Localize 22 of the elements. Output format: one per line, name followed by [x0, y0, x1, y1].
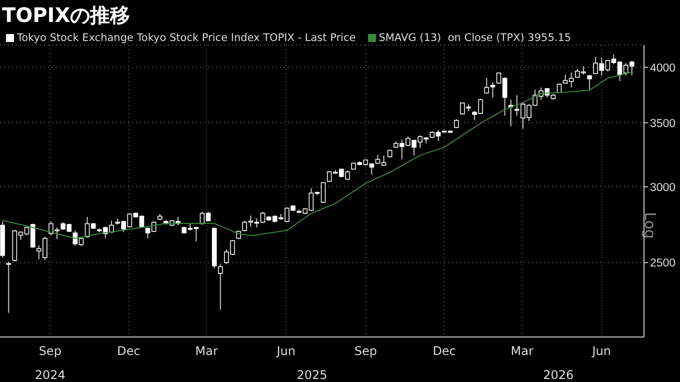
candlestick: [6, 261, 12, 314]
y-tick-label: 3000: [650, 182, 676, 194]
x-tick-label: Sep: [354, 344, 377, 358]
x-tick-label: Jun: [276, 344, 296, 358]
legend-label: Tokyo Stock Exchange Tokyo Stock Price Index TOPIX - Last Price: [16, 32, 356, 44]
legend-label: SMAVG (13) on Close (TPX) 3955.15: [378, 32, 572, 44]
x-tick-label: Mar: [510, 344, 534, 358]
x2-tick-label: 2026: [543, 368, 574, 382]
x-tick-label: Mar: [195, 344, 218, 358]
chart-title: TOPIXの推移: [2, 2, 130, 29]
candlestick: [218, 264, 223, 310]
y-axis-title: Log: [641, 212, 659, 239]
y-tick-label: 4000: [650, 62, 676, 74]
x2-tick-label: 2024: [34, 368, 66, 382]
candlestick: [587, 74, 592, 90]
y-tick-label: 3500: [650, 118, 676, 130]
y-tick-label: 2500: [650, 258, 676, 270]
x-tick-label: Jun: [591, 344, 612, 358]
x2-tick-label: 2025: [296, 368, 328, 382]
x-tick-label: Dec: [117, 344, 140, 358]
x-tick-label: Dec: [432, 344, 456, 358]
x-tick-label: Sep: [38, 344, 62, 358]
